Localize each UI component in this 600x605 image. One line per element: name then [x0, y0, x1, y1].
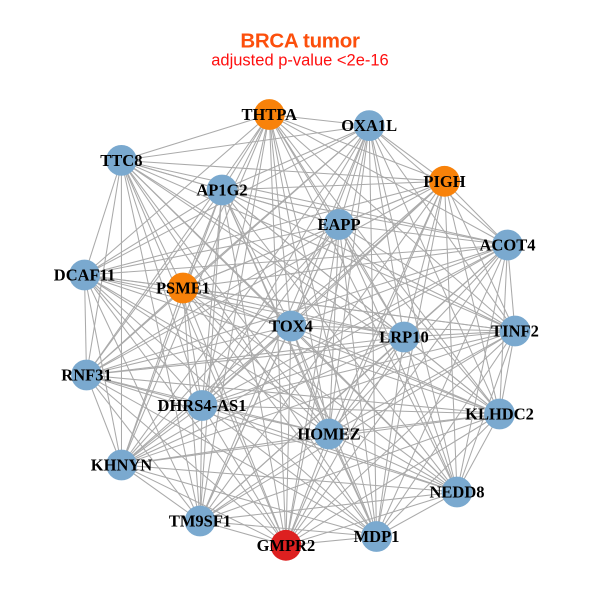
svg-text:DHRS4-AS1: DHRS4-AS1 [158, 396, 247, 415]
svg-text:GMPR2: GMPR2 [257, 536, 316, 555]
svg-text:RNF31: RNF31 [61, 366, 111, 385]
svg-text:THTPA: THTPA [241, 105, 297, 124]
svg-text:EAPP: EAPP [317, 215, 360, 234]
svg-text:KHNYN: KHNYN [91, 456, 153, 475]
svg-text:DCAF11: DCAF11 [54, 266, 115, 285]
svg-text:MDP1: MDP1 [354, 527, 400, 546]
svg-text:adjusted p-value <2e-16: adjusted p-value <2e-16 [211, 52, 389, 70]
svg-text:OXA1L: OXA1L [341, 116, 397, 135]
svg-text:HOMEZ: HOMEZ [297, 425, 360, 444]
svg-text:TOX4: TOX4 [269, 317, 313, 336]
svg-text:PIGH: PIGH [423, 172, 465, 191]
svg-text:BRCA tumor: BRCA tumor [240, 30, 360, 53]
svg-text:TINF2: TINF2 [491, 322, 539, 341]
svg-text:KLHDC2: KLHDC2 [465, 405, 534, 424]
svg-text:TTC8: TTC8 [100, 151, 142, 170]
svg-text:NEDD8: NEDD8 [429, 483, 484, 502]
svg-text:AP1G2: AP1G2 [196, 181, 247, 200]
svg-text:LRP10: LRP10 [379, 328, 429, 347]
svg-text:PSME1: PSME1 [156, 279, 210, 298]
svg-text:ACOT4: ACOT4 [480, 236, 536, 255]
svg-text:TM9SF1: TM9SF1 [169, 512, 231, 531]
